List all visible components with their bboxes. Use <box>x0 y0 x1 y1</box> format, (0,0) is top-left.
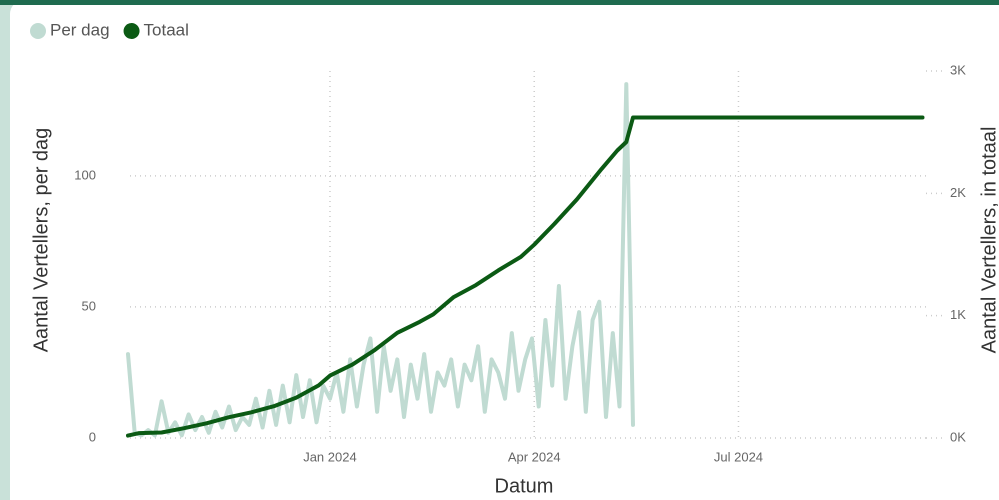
y-axis-title: Aantal Vertellers, per dag <box>30 128 52 353</box>
legend-label: Per dag <box>50 20 110 39</box>
legend-marker <box>30 23 46 39</box>
y2-tick-label: 3K <box>950 62 966 77</box>
legend-label: Totaal <box>144 20 189 39</box>
y2-tick-label: 0K <box>950 429 966 444</box>
y2-axis-title: Aantal Vertellers, in totaal <box>978 127 999 354</box>
x-tick-label: Jan 2024 <box>303 449 357 464</box>
legend-marker <box>123 23 140 39</box>
top-bar <box>0 0 999 5</box>
line <box>126 115 925 438</box>
card <box>10 0 999 500</box>
y-tick-label: 100 <box>74 167 96 182</box>
x-tick-label: Jul 2024 <box>714 449 763 464</box>
x-axis-title: Datum <box>495 475 554 497</box>
y-tick-label: 50 <box>82 298 96 313</box>
x-tick-label: Apr 2024 <box>508 449 561 464</box>
y2-tick-label: 2K <box>950 185 966 200</box>
y-tick-label: 0 <box>89 429 96 444</box>
y2-tick-label: 1K <box>950 307 966 322</box>
